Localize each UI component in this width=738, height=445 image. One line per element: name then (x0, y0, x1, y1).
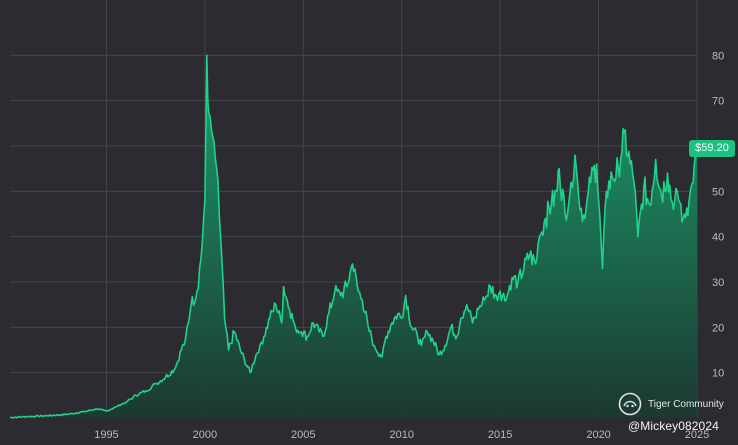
price-line (9, 54, 698, 419)
tiger-community-watermark: Tiger Community (618, 390, 736, 418)
x-tick-label: 2000 (193, 429, 217, 441)
y-tick-label: 10 (712, 368, 724, 380)
tiger-community-logo-icon (618, 392, 642, 416)
y-tick-label: 40 (712, 232, 724, 244)
x-tick-label: 2025 (685, 429, 709, 441)
watermark-brand-text: Tiger Community (648, 398, 724, 410)
price-area (10, 55, 697, 419)
y-tick-label: 70 (712, 96, 724, 108)
y-tick-label: 50 (712, 186, 724, 198)
current-price-badge: $59.20 (689, 140, 735, 157)
author-handle: @Mickey082024 (628, 419, 719, 433)
x-tick-label: 2010 (389, 429, 413, 441)
y-tick-label: 20 (712, 322, 724, 334)
x-tick-label: 2015 (488, 429, 512, 441)
y-tick-label: 80 (712, 50, 724, 62)
x-tick-label: 1995 (94, 429, 118, 441)
x-tick-label: 2020 (586, 429, 610, 441)
y-tick-label: 30 (712, 277, 724, 289)
x-tick-label: 2005 (291, 429, 315, 441)
